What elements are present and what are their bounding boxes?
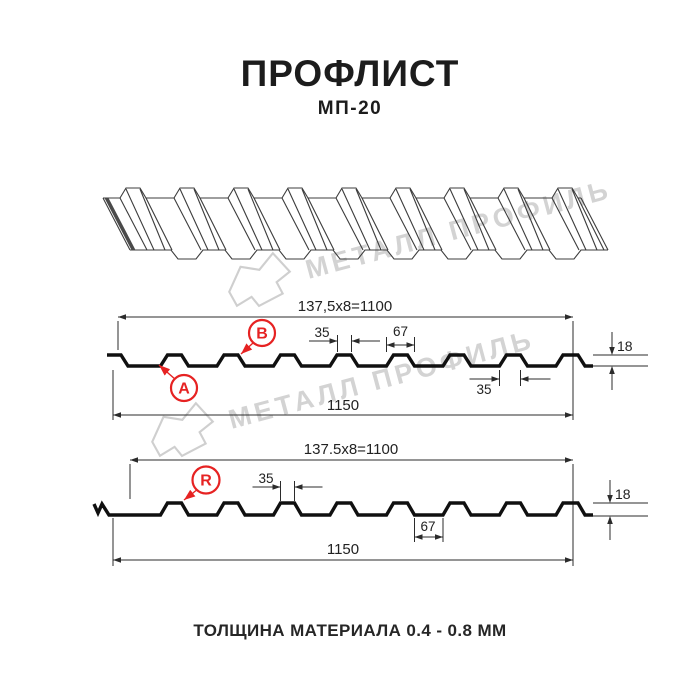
dim-coverage-width-top: 137,5x8=1100 bbox=[298, 298, 392, 315]
page-title: ПРОФЛИСТ bbox=[240, 53, 460, 94]
dim-rib-top-width-top: 35 bbox=[314, 325, 329, 340]
callout-b-letter: B bbox=[256, 326, 268, 343]
profile-model-name: МП-20 bbox=[317, 98, 383, 119]
dim-valley-width-bottom: 67 bbox=[420, 519, 435, 534]
sheet-near-edge bbox=[130, 249, 608, 260]
metal-profil-logo-icon bbox=[228, 251, 292, 308]
callout-r: R bbox=[183, 465, 221, 501]
sheet-cut-edge-shading bbox=[104, 198, 136, 250]
dimension-arrowheads bbox=[113, 314, 615, 563]
dim-coverage-width-bottom: 137.5x8=1100 bbox=[304, 441, 398, 458]
profile-3d-sketch bbox=[102, 187, 609, 260]
dim-overall-width-bottom: 1150 bbox=[327, 541, 359, 558]
callout-b: B bbox=[240, 318, 277, 355]
material-thickness-note: ТОЛЩИНА МАТЕРИАЛА 0.4 - 0.8 ММ bbox=[193, 621, 507, 640]
dim-rib-base-width-top: 67 bbox=[393, 324, 408, 339]
dim-rib-top-width-2-top: 35 bbox=[476, 382, 491, 397]
dim-profile-height-bottom: 18 bbox=[615, 486, 631, 502]
dim-profile-height-top: 18 bbox=[617, 338, 633, 354]
dimension-lines bbox=[112, 316, 648, 566]
callout-a-letter: A bbox=[178, 381, 190, 398]
cross-section-bottom-profile bbox=[92, 500, 593, 518]
callout-a: A bbox=[158, 364, 199, 403]
dim-rib-top-width-bottom: 35 bbox=[258, 471, 273, 486]
watermark: МЕТАЛЛ ПРОФИЛЬ bbox=[217, 160, 618, 321]
cross-section-top-profile bbox=[107, 353, 593, 368]
callout-r-letter: R bbox=[200, 473, 212, 490]
metal-profil-logo-icon bbox=[151, 401, 215, 458]
dim-overall-width-top: 1150 bbox=[327, 397, 359, 414]
sheet-far-edge bbox=[103, 187, 581, 199]
watermark: МЕТАЛЛ ПРОФИЛЬ bbox=[140, 310, 541, 471]
